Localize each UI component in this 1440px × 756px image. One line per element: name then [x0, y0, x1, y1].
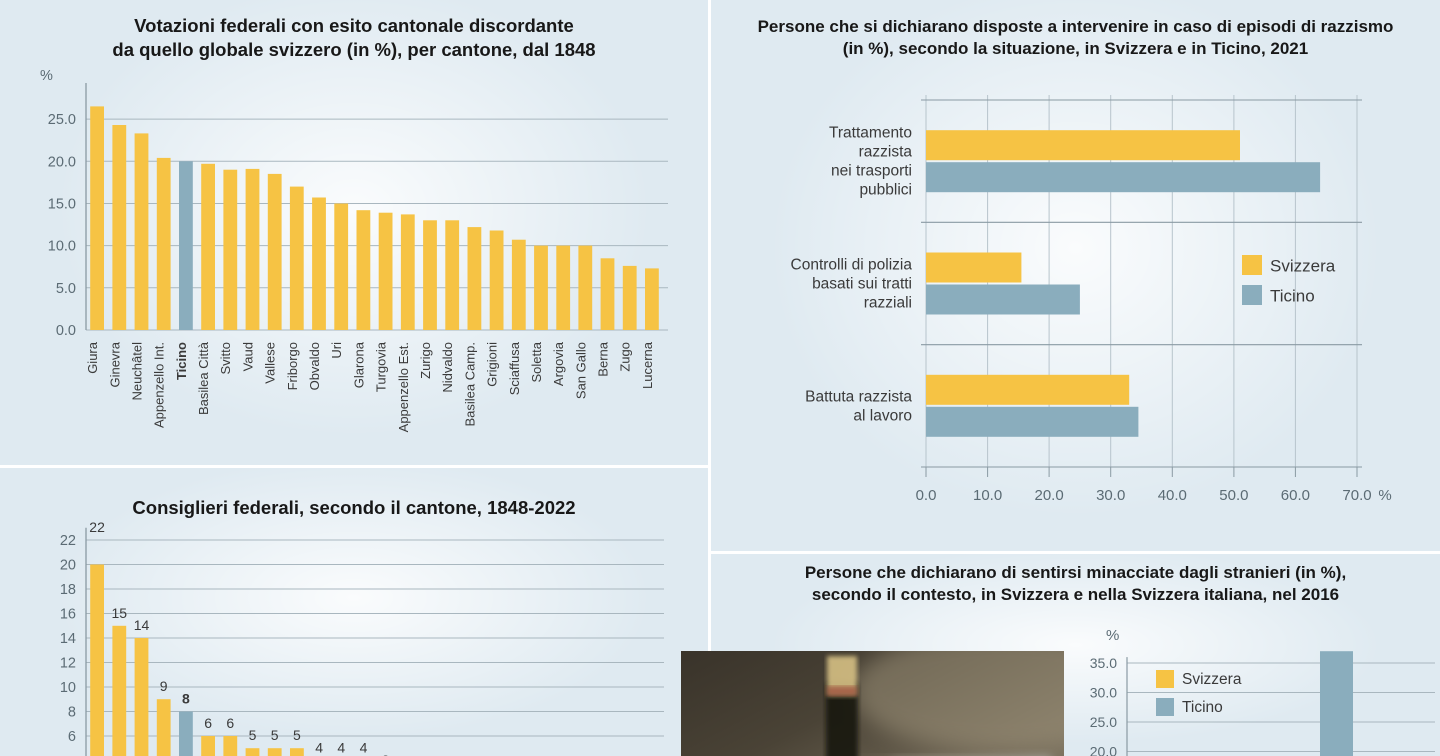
svg-text:35.0: 35.0 [1090, 655, 1117, 671]
svg-text:Obvaldo: Obvaldo [307, 342, 322, 390]
svg-text:razziali: razziali [864, 295, 912, 312]
svg-text:Appenzello Int.: Appenzello Int. [152, 342, 167, 428]
svg-text:Svizzera: Svizzera [1270, 257, 1336, 276]
svg-text:%: % [1378, 487, 1391, 504]
svg-text:15: 15 [112, 605, 128, 621]
svg-text:3: 3 [382, 752, 390, 756]
svg-text:Trattamento: Trattamento [829, 125, 912, 142]
svg-text:6: 6 [68, 729, 76, 745]
svg-text:4: 4 [360, 740, 368, 756]
svg-text:Grigioni: Grigioni [485, 342, 500, 387]
svg-text:4: 4 [337, 740, 345, 756]
svg-text:25.0: 25.0 [1090, 714, 1117, 730]
svg-text:Soletta: Soletta [529, 341, 544, 382]
svg-text:Basilea Città: Basilea Città [196, 341, 211, 415]
svg-text:9: 9 [160, 678, 168, 694]
svg-text:Vallese: Vallese [263, 342, 278, 384]
svg-text:Svitto: Svitto [218, 342, 233, 375]
svg-text:Ginevra: Ginevra [107, 341, 122, 387]
svg-text:6: 6 [226, 715, 234, 731]
svg-text:Turgovia: Turgovia [374, 341, 389, 392]
svg-text:25.0: 25.0 [48, 112, 76, 128]
svg-text:22: 22 [60, 533, 76, 549]
svg-text:Neuchâtel: Neuchâtel [130, 342, 145, 401]
svg-text:20: 20 [60, 558, 76, 574]
svg-text:14: 14 [134, 617, 150, 633]
svg-text:Sciaffusa: Sciaffusa [507, 341, 522, 395]
svg-text:10.0: 10.0 [973, 487, 1002, 504]
svg-text:8: 8 [182, 691, 190, 707]
svg-text:Ticino: Ticino [1270, 287, 1315, 306]
svg-text:5.0: 5.0 [56, 281, 76, 297]
svg-text:Vaud: Vaud [240, 342, 255, 371]
svg-text:Friborgo: Friborgo [285, 342, 300, 390]
svg-text:10.0: 10.0 [48, 239, 76, 255]
svg-text:pubblici: pubblici [859, 182, 912, 199]
svg-text:Zugo: Zugo [618, 342, 633, 372]
svg-text:18: 18 [60, 582, 76, 598]
svg-text:5: 5 [271, 727, 279, 743]
svg-text:70.0: 70.0 [1342, 487, 1371, 504]
svg-text:5: 5 [293, 727, 301, 743]
svg-text:20.0: 20.0 [1034, 487, 1063, 504]
svg-text:30.0: 30.0 [1090, 685, 1117, 701]
svg-text:12: 12 [60, 656, 76, 672]
svg-text:Battuta razzista: Battuta razzista [805, 388, 912, 405]
svg-text:%: % [40, 68, 53, 84]
svg-text:6: 6 [204, 715, 212, 731]
svg-text:50.0: 50.0 [1219, 487, 1248, 504]
svg-text:razzista: razzista [859, 144, 913, 161]
svg-text:Appenzello Est.: Appenzello Est. [396, 342, 411, 432]
svg-text:16: 16 [60, 607, 76, 623]
svg-text:Basilea Camp.: Basilea Camp. [462, 342, 477, 427]
svg-text:20.0: 20.0 [1090, 744, 1117, 756]
svg-text:Svizzera: Svizzera [1182, 671, 1242, 688]
svg-text:30.0: 30.0 [1096, 487, 1125, 504]
svg-text:Nidvaldo: Nidvaldo [440, 342, 455, 393]
svg-text:%: % [1106, 627, 1119, 644]
svg-text:Ticino: Ticino [1182, 699, 1223, 716]
svg-text:Ticino: Ticino [174, 342, 189, 380]
svg-text:Controlli di polizia: Controlli di polizia [791, 257, 913, 274]
svg-text:40.0: 40.0 [1158, 487, 1187, 504]
svg-text:San Gallo: San Gallo [573, 342, 588, 399]
svg-text:basati sui tratti: basati sui tratti [812, 276, 912, 293]
svg-text:Uri: Uri [329, 342, 344, 359]
svg-text:nei trasporti: nei trasporti [831, 163, 912, 180]
svg-text:20.0: 20.0 [48, 154, 76, 170]
svg-text:60.0: 60.0 [1281, 487, 1310, 504]
svg-text:Lucerna: Lucerna [640, 341, 655, 389]
svg-text:22: 22 [89, 519, 105, 535]
svg-text:0.0: 0.0 [56, 323, 76, 339]
svg-text:8: 8 [68, 705, 76, 721]
svg-text:10: 10 [60, 680, 76, 696]
svg-text:Glarona: Glarona [351, 341, 366, 388]
svg-text:0.0: 0.0 [916, 487, 937, 504]
svg-text:4: 4 [315, 740, 323, 756]
svg-text:14: 14 [60, 631, 76, 647]
svg-text:5: 5 [249, 727, 257, 743]
svg-text:15.0: 15.0 [48, 197, 76, 213]
svg-text:Berna: Berna [596, 341, 611, 376]
svg-text:Zurigo: Zurigo [418, 342, 433, 379]
svg-text:al lavoro: al lavoro [853, 407, 912, 424]
svg-text:Giura: Giura [85, 341, 100, 374]
svg-text:Argovia: Argovia [551, 341, 566, 386]
